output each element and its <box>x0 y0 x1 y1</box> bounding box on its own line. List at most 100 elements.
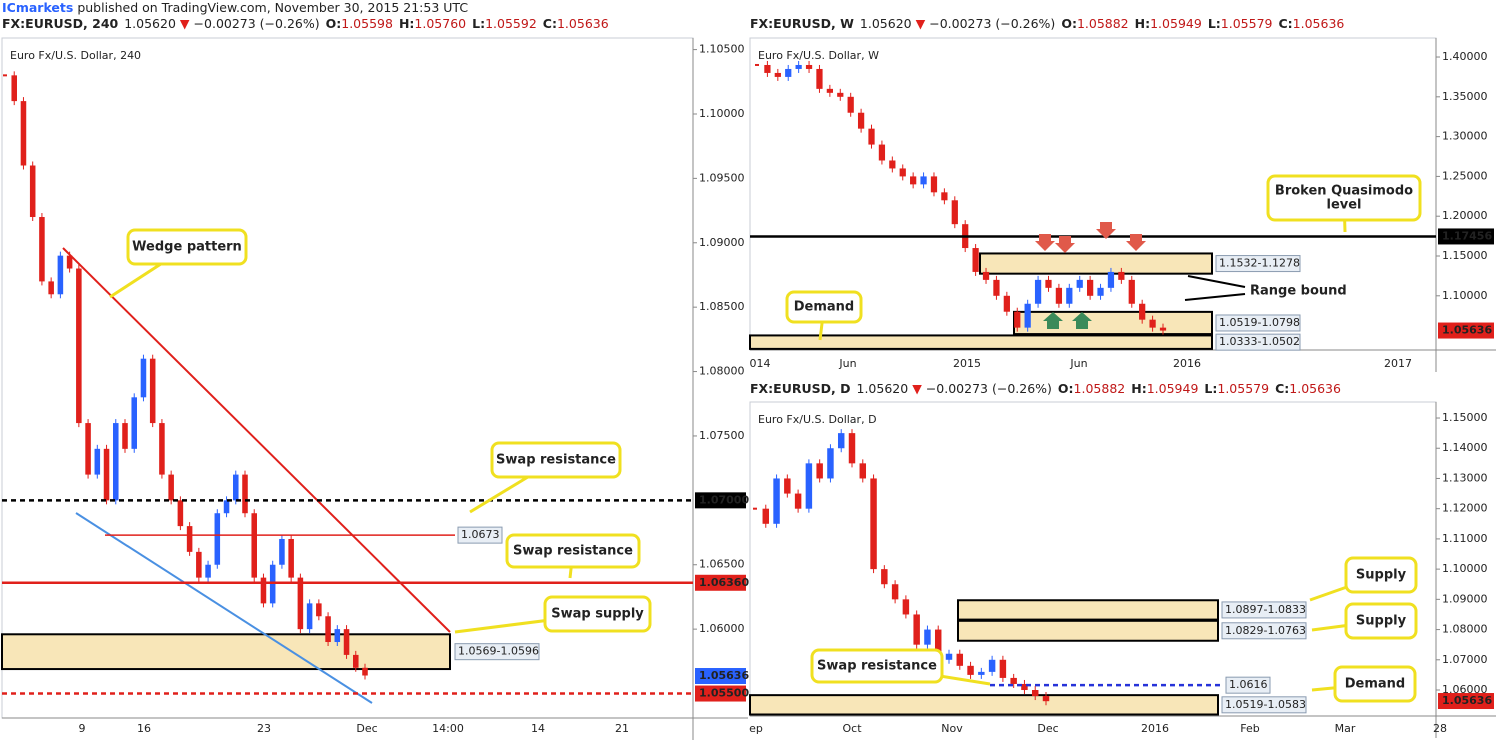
level-label: 1.05500 <box>699 687 749 700</box>
candle <box>1107 271 1115 288</box>
candle <box>113 423 119 501</box>
callout-text: Demand <box>1345 677 1406 692</box>
zone <box>957 599 1219 621</box>
y-tick-label: 1.15000 <box>1442 411 1488 424</box>
candle <box>131 397 137 449</box>
candle <box>1139 303 1146 320</box>
zone-label-box <box>1221 696 1307 714</box>
ohlc-value: 1.05882 <box>1077 16 1129 31</box>
candle <box>214 513 221 565</box>
candle <box>924 629 931 645</box>
y-tick-label: 1.08000 <box>699 365 745 378</box>
callout-text: Swap resistance <box>496 453 616 468</box>
down-arrow <box>1055 236 1075 253</box>
ohlc-label: C: <box>1278 16 1292 31</box>
trend-line <box>75 512 373 704</box>
candle <box>889 160 896 169</box>
last-price: 1.05620 <box>124 16 176 31</box>
callout-text: Wedge pattern <box>132 240 242 255</box>
ohlc-label: C: <box>543 16 557 31</box>
candle <box>242 474 248 514</box>
candle <box>951 200 958 225</box>
candle <box>196 551 202 578</box>
symbol-info: FX:EURUSD, W 1.05620 ▼ −0.00273 (−0.26%) O:1… <box>750 16 1344 31</box>
candle <box>251 513 257 578</box>
ohlc-label: C: <box>1275 381 1289 396</box>
y-tick-label: 1.09000 <box>699 236 745 249</box>
candle <box>1097 287 1104 296</box>
y-tick-label: 1.07000 <box>1442 653 1488 666</box>
ohlc-value: 1.05636 <box>1293 16 1345 31</box>
callout-text: Swap supply <box>551 607 644 622</box>
y-tick-label: 1.06000 <box>699 622 745 635</box>
candle <box>1024 303 1031 328</box>
candle <box>11 75 17 102</box>
candle <box>233 474 239 501</box>
x-tick-label: 16 <box>137 722 151 735</box>
zone-label: 1.0897-1.0833 <box>1225 603 1306 616</box>
candle <box>934 629 942 660</box>
x-tick-label: Oct <box>842 722 862 735</box>
last-price: 1.05620 <box>857 381 909 396</box>
candle <box>140 358 147 398</box>
candle <box>972 248 979 272</box>
x-tick-label: 9 <box>79 722 86 735</box>
candle <box>48 281 54 295</box>
candle <box>967 665 974 675</box>
chart-panel: FX:EURUSD, D 1.05620 ▼ −0.00273 (−0.26%) O:1… <box>749 381 1496 738</box>
callout-box <box>1344 602 1418 640</box>
ohlc-value: 1.05592 <box>485 16 537 31</box>
publisher[interactable]: ICmarkets <box>2 0 73 15</box>
price-label-box <box>695 668 746 685</box>
candle <box>982 271 990 280</box>
candle <box>881 569 888 585</box>
zone-label-box <box>1221 622 1307 640</box>
candle <box>774 72 781 77</box>
candle <box>1010 677 1017 684</box>
callout-box <box>505 533 641 569</box>
candle <box>826 88 833 93</box>
candle <box>20 101 27 166</box>
symbol-info: FX:EURUSD, 240 1.05620 ▼ −0.00273 (−0.26%) O… <box>2 16 609 31</box>
change: −0.00273 (−0.26%) <box>926 381 1052 396</box>
candle <box>805 64 813 69</box>
ohlc-value: 1.05579 <box>1217 381 1269 396</box>
y-tick-label: 1.15000 <box>1442 249 1488 262</box>
candle <box>66 255 73 269</box>
x-tick-label: 2016 <box>1141 722 1169 735</box>
x-tick-label: 23 <box>257 722 271 735</box>
candle <box>29 165 36 218</box>
candle <box>103 448 110 501</box>
callout-text: Demand <box>794 300 855 315</box>
level-label: 1.0616 <box>1229 678 1268 691</box>
ohlc-value: 1.05882 <box>1074 381 1126 396</box>
candle <box>177 500 184 527</box>
down-arrow <box>1035 234 1055 251</box>
candle <box>859 463 867 479</box>
zone-label-box <box>1215 255 1301 273</box>
ohlc-value: 1.05579 <box>1221 16 1273 31</box>
down-arrow <box>1126 234 1146 251</box>
trend-line <box>1184 293 1246 301</box>
candle <box>870 478 877 570</box>
level-label: 1.06360 <box>699 576 749 589</box>
panel-title: Euro Fx/U.S. Dollar, D <box>758 413 877 426</box>
y-tick-label: 1.09500 <box>699 171 745 184</box>
candle <box>1055 287 1063 304</box>
direction: ▼ <box>912 381 922 396</box>
y-tick-label: 1.10000 <box>699 107 745 120</box>
candle <box>223 500 230 514</box>
candle <box>1034 279 1042 304</box>
chart-panel: FX:EURUSD, W 1.05620 ▼ −0.00273 (−0.26%) O:1… <box>749 16 1496 372</box>
x-tick-label: 2017 <box>1384 357 1412 370</box>
candle <box>764 64 771 73</box>
candle <box>306 603 313 630</box>
symbol: FX:EURUSD, W <box>750 16 854 31</box>
candle <box>279 538 285 565</box>
callout-text: Swap resistance <box>817 659 937 674</box>
candle <box>76 268 82 424</box>
y-tick-label: 1.12000 <box>1442 502 1488 515</box>
y-tick-label: 1.30000 <box>1442 130 1488 143</box>
x-tick-label: ep <box>749 722 763 735</box>
